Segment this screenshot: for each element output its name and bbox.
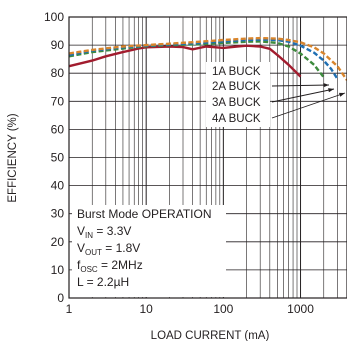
leader-line-2: [271, 84, 330, 87]
series-line-2: [68, 40, 325, 79]
y-tick-label-9: 90: [51, 38, 65, 52]
y-tick-label-1: 10: [51, 263, 65, 277]
curves: [68, 36, 347, 81]
y-tick-label-3: 30: [51, 207, 65, 221]
y-tick-label-4: 40: [51, 179, 65, 193]
leader-arrowhead-3: [328, 88, 334, 93]
legend-label-4a: 4A BUCK: [212, 113, 261, 125]
y-tick-label-2: 20: [51, 235, 65, 249]
fosc-label: fOSC = 2MHz: [77, 258, 143, 274]
legend-label-3a: 3A BUCK: [212, 97, 261, 109]
y-axis-label: EFFICIENCY (%): [7, 113, 19, 202]
x-tick-label-1: 10: [139, 302, 153, 316]
y-tick-label-8: 80: [51, 66, 65, 80]
y-tick-label-7: 70: [51, 94, 65, 108]
conditions-background: [72, 205, 226, 297]
mode-label: Burst Mode OPERATION: [77, 207, 211, 221]
x-tick-label-0: 1: [66, 302, 73, 316]
x-tick-label-2: 100: [213, 302, 233, 316]
legend-label-2a: 2A BUCK: [212, 81, 261, 93]
leader-line-3: [271, 88, 335, 103]
legend-label-1a: 1A BUCK: [212, 66, 261, 78]
leader-arrowhead-2: [323, 83, 329, 88]
y-tick-label-0: 0: [57, 291, 64, 305]
plot-frame: [68, 16, 347, 299]
x-tick-label-3: 1000: [287, 302, 314, 316]
conditions-box: Burst Mode OPERATION VIN = 3.3V VOUT = 1…: [72, 205, 226, 297]
y-tick-label-5: 50: [51, 151, 65, 165]
leader-arrows: [271, 83, 346, 119]
vout-label: VOUT = 1.8V: [77, 241, 140, 257]
leader-arrowhead-4: [339, 92, 345, 97]
vin-label: VIN = 3.3V: [77, 224, 131, 240]
y-tick-label-6: 60: [51, 122, 65, 136]
x-axis-label: LOAD CURRENT (mA): [151, 330, 270, 341]
legend-background: [206, 62, 270, 127]
series-line-1: [68, 44, 302, 78]
leader-line-4: [271, 92, 346, 119]
plot-border: [68, 16, 347, 299]
inductor-label: L = 2.2µH: [77, 275, 129, 289]
y-tick-label-10: 100: [44, 10, 64, 24]
legend: 1A BUCK 2A BUCK 3A BUCK 4A BUCK: [206, 62, 270, 127]
